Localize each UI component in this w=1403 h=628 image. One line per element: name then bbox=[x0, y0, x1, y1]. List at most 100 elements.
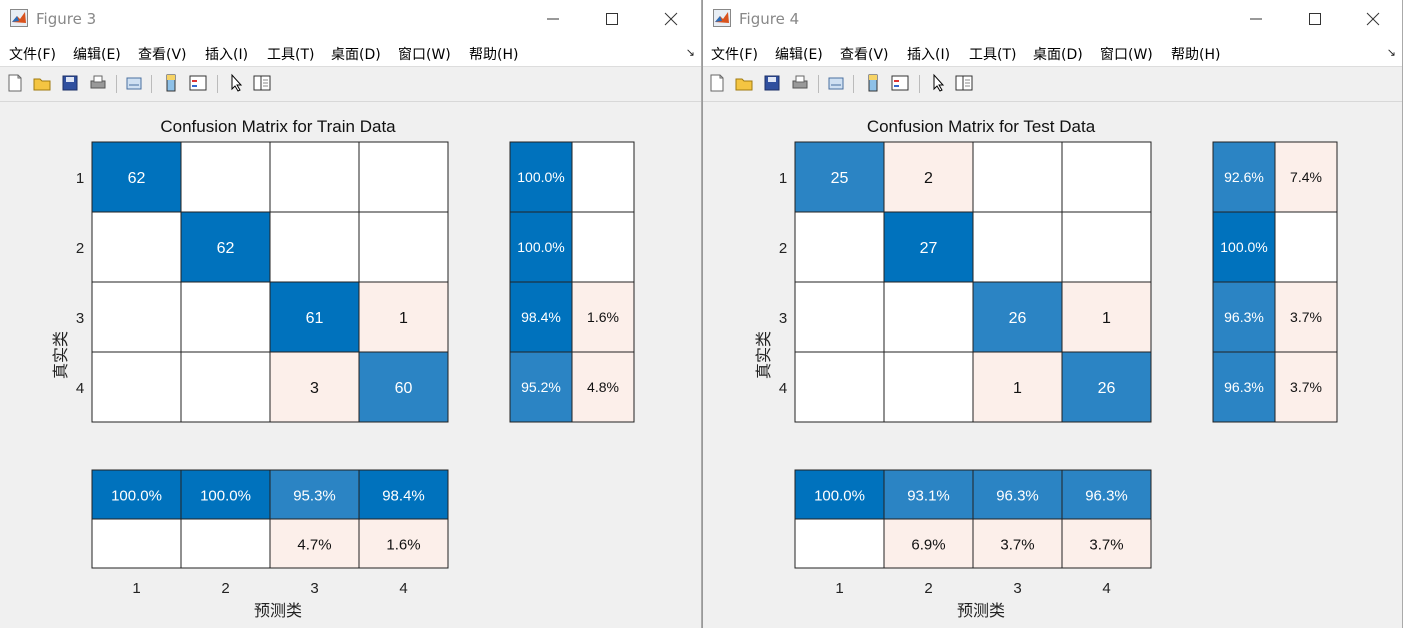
row-summary-value: 100.0% bbox=[517, 239, 564, 255]
menu-insert[interactable]: 插入(I) bbox=[205, 47, 249, 63]
new-figure-icon[interactable] bbox=[707, 73, 727, 93]
y-axis-label: 真实类 bbox=[51, 331, 70, 379]
row-summary-cell bbox=[1274, 141, 1338, 213]
matrix-cell-value: 1 bbox=[399, 310, 408, 327]
pointer-icon[interactable] bbox=[928, 73, 948, 93]
matrix-cell bbox=[269, 351, 360, 423]
x-tick-label: 2 bbox=[221, 580, 229, 597]
confusion-matrix-plot: Confusion Matrix for Test Data 25 2 1 27 2 26 1… bbox=[754, 117, 1338, 620]
open-file-icon[interactable] bbox=[734, 73, 754, 93]
title-bar[interactable]: Figure 4 bbox=[703, 0, 1402, 38]
matlab-logo-icon bbox=[10, 9, 28, 27]
menu-desktop[interactable]: 桌面(D) bbox=[331, 47, 381, 63]
column-summary-cell bbox=[972, 469, 1063, 520]
close-icon[interactable] bbox=[1361, 7, 1385, 31]
property-inspector-icon[interactable] bbox=[252, 73, 272, 93]
menu-file[interactable]: 文件(F) bbox=[9, 47, 56, 63]
pointer-icon[interactable] bbox=[226, 73, 246, 93]
menu-help[interactable]: 帮助(H) bbox=[469, 47, 519, 63]
matrix-cell bbox=[1061, 141, 1152, 213]
x-tick-label: 4 bbox=[399, 580, 407, 597]
toolbar bbox=[0, 67, 701, 102]
insert-legend-icon[interactable] bbox=[188, 73, 208, 93]
matrix-cell-value: 62 bbox=[217, 240, 235, 257]
matrix-cell bbox=[180, 281, 271, 353]
matrix-cell bbox=[972, 141, 1063, 213]
column-summary-value: 100.0% bbox=[111, 488, 162, 505]
column-summary-value: 96.3% bbox=[996, 488, 1039, 505]
row-summary-cell bbox=[509, 141, 573, 213]
menu-view[interactable]: 查看(V) bbox=[840, 47, 889, 63]
y-tick-label: 4 bbox=[779, 380, 787, 397]
menu-bar: 文件(F) 编辑(E) 查看(V) 插入(I) 工具(T) 桌面(D) 窗口(W… bbox=[0, 38, 701, 67]
column-summary-cell bbox=[1061, 518, 1152, 569]
print-icon[interactable] bbox=[88, 73, 108, 93]
menu-insert[interactable]: 插入(I) bbox=[907, 47, 951, 63]
matrix-cell bbox=[91, 281, 182, 353]
dock-arrow-icon[interactable]: ↘ bbox=[1386, 47, 1396, 59]
menu-help[interactable]: 帮助(H) bbox=[1171, 47, 1221, 63]
column-summary-cell bbox=[91, 518, 182, 569]
y-tick-label: 4 bbox=[76, 380, 84, 397]
matrix-cell-value: 62 bbox=[128, 170, 146, 187]
matrix-cell-value: 27 bbox=[920, 240, 938, 257]
matrix-cell bbox=[883, 281, 974, 353]
menu-edit[interactable]: 编辑(E) bbox=[73, 47, 121, 63]
title-bar[interactable]: Figure 3 bbox=[0, 0, 701, 38]
menu-view[interactable]: 查看(V) bbox=[138, 47, 187, 63]
matrix-cell bbox=[91, 141, 182, 213]
new-figure-icon[interactable] bbox=[5, 73, 25, 93]
matrix-cell bbox=[972, 351, 1063, 423]
insert-colorbar-icon[interactable] bbox=[161, 73, 181, 93]
matrix-cell bbox=[794, 211, 885, 283]
minimize-icon[interactable] bbox=[1244, 7, 1268, 31]
x-tick-label: 3 bbox=[1013, 580, 1021, 597]
insert-colorbar-icon[interactable] bbox=[863, 73, 883, 93]
property-inspector-icon[interactable] bbox=[954, 73, 974, 93]
column-summary-cell bbox=[180, 518, 271, 569]
toolbar-separator bbox=[818, 75, 819, 93]
column-summary-value: 98.4% bbox=[382, 488, 425, 505]
matrix-cell-value: 2 bbox=[924, 170, 933, 187]
matrix-cell-value: 26 bbox=[1009, 310, 1027, 327]
link-plot-icon[interactable] bbox=[826, 73, 846, 93]
matrix-cell bbox=[883, 211, 974, 283]
open-file-icon[interactable] bbox=[32, 73, 52, 93]
y-tick-label: 3 bbox=[779, 310, 787, 327]
matrix-cell bbox=[269, 141, 360, 213]
row-summary-cell bbox=[1274, 351, 1338, 423]
minimize-icon[interactable] bbox=[541, 7, 565, 31]
print-icon[interactable] bbox=[790, 73, 810, 93]
matrix-cell bbox=[358, 281, 449, 353]
matrix-cell bbox=[883, 351, 974, 423]
matrix-cell bbox=[180, 141, 271, 213]
dock-arrow-icon[interactable]: ↘ bbox=[685, 47, 695, 59]
window-title: Figure 3 bbox=[36, 10, 97, 28]
toolbar bbox=[703, 67, 1402, 102]
x-tick-label: 4 bbox=[1102, 580, 1110, 597]
menu-file[interactable]: 文件(F) bbox=[711, 47, 758, 63]
matrix-cell-value: 60 bbox=[395, 380, 413, 397]
menu-window[interactable]: 窗口(W) bbox=[1100, 47, 1153, 63]
menu-edit[interactable]: 编辑(E) bbox=[775, 47, 823, 63]
toolbar-separator bbox=[151, 75, 152, 93]
y-tick-label: 2 bbox=[76, 240, 84, 257]
link-plot-icon[interactable] bbox=[124, 73, 144, 93]
menu-desktop[interactable]: 桌面(D) bbox=[1033, 47, 1083, 63]
row-summary-cell bbox=[571, 211, 635, 283]
maximize-icon[interactable] bbox=[600, 7, 624, 31]
insert-legend-icon[interactable] bbox=[890, 73, 910, 93]
row-summary-cell bbox=[571, 351, 635, 423]
maximize-icon[interactable] bbox=[1303, 7, 1327, 31]
row-summary-cell bbox=[571, 141, 635, 213]
menu-tools[interactable]: 工具(T) bbox=[267, 47, 315, 63]
save-icon[interactable] bbox=[762, 73, 782, 93]
menu-tools[interactable]: 工具(T) bbox=[969, 47, 1017, 63]
figure-window: Figure 3 文件(F) 编辑(E) 查看(V) 插入(I) 工具(T) 桌… bbox=[0, 0, 702, 628]
menu-window[interactable]: 窗口(W) bbox=[398, 47, 451, 63]
matrix-cell bbox=[269, 211, 360, 283]
close-icon[interactable] bbox=[659, 7, 683, 31]
column-summary-value: 93.1% bbox=[907, 488, 950, 505]
toolbar-separator bbox=[919, 75, 920, 93]
save-icon[interactable] bbox=[60, 73, 80, 93]
